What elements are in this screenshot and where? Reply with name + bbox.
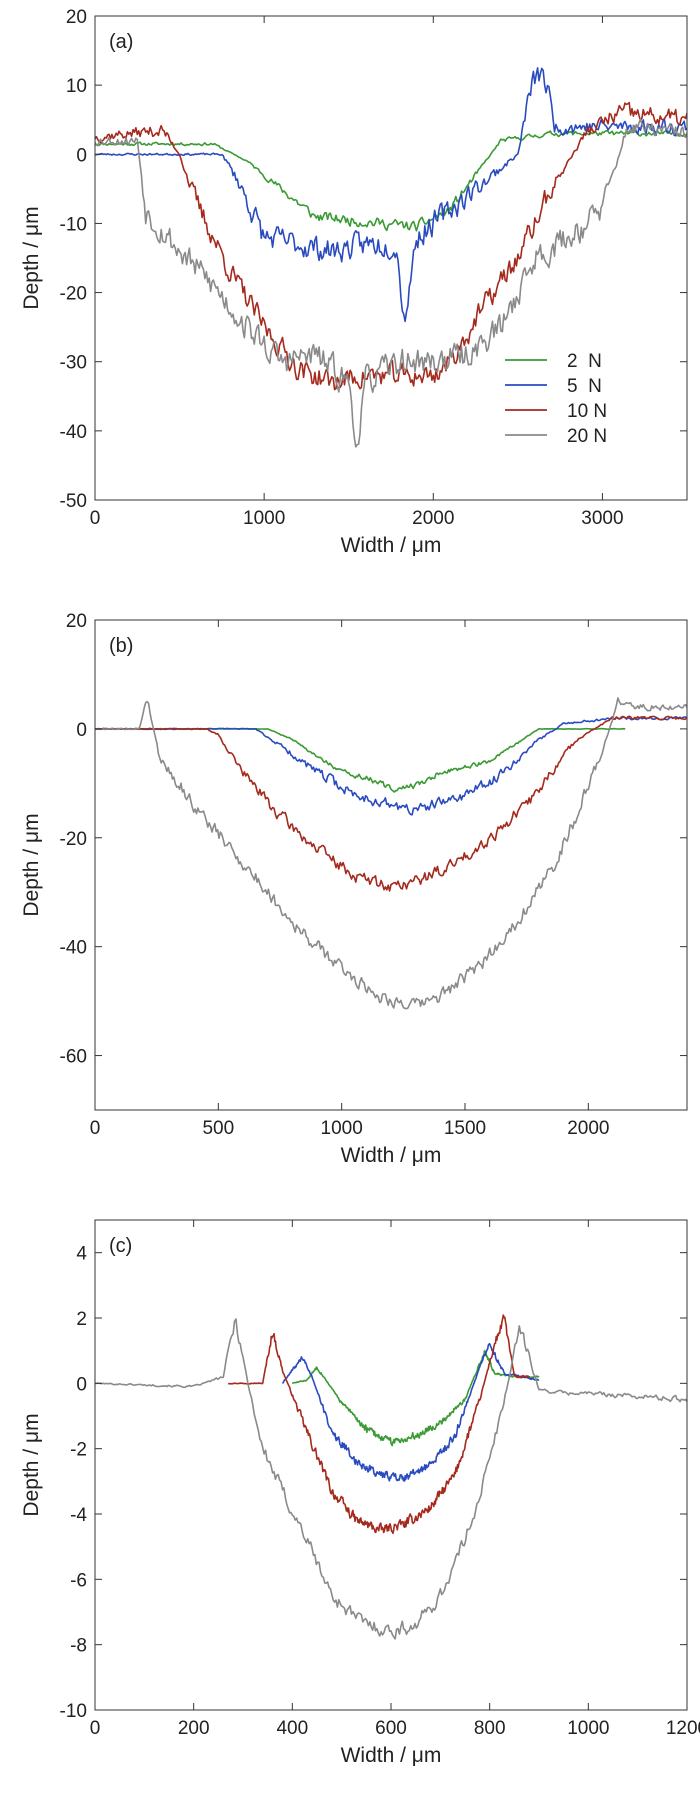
x-axis-label: Width / μm [341,1744,442,1767]
x-tick-label: 2000 [412,508,454,529]
x-tick-label: 200 [178,1718,210,1739]
y-tick-label: 10 [66,76,87,97]
x-tick-label: 1200 [666,1718,700,1739]
series-line-3 [227,1314,530,1535]
y-tick-label: -6 [70,1570,87,1591]
series-line-1 [95,129,687,232]
x-tick-label: 2000 [567,1118,609,1139]
y-tick-label: -60 [60,1047,87,1068]
y-axis-label: Depth / μm [20,206,43,309]
series-line-2 [95,67,687,323]
x-tick-label: 600 [375,1718,407,1739]
y-tick-label: -50 [60,491,87,512]
x-tick-label: 3000 [581,508,623,529]
y-tick-label: -10 [60,1701,87,1722]
x-tick-label: 500 [202,1118,234,1139]
series-line-2 [281,1342,540,1482]
series-line-2 [95,715,687,816]
y-tick-label: 20 [66,7,87,28]
x-tick-label: 400 [276,1718,308,1739]
panel-label: (a) [109,31,133,53]
y-tick-label: -20 [60,284,87,305]
legend-label: 10 N [567,401,607,422]
x-axis-label: Width / μm [341,1144,442,1167]
y-tick-label: 2 [76,1309,87,1330]
x-tick-label: 1000 [567,1718,609,1739]
chart-panel-3: 0 200 400 600 800 1000 1200 4 2 0 -2 -4 -6 -8 -10 (c) Wi… [20,1219,700,1767]
panel-label: (b) [109,635,133,657]
plot-frame [94,1219,688,1711]
x-tick-label: 0 [90,1118,101,1139]
y-tick-label: 0 [76,720,87,741]
x-axis-label: Width / μm [341,534,442,557]
x-tick-label: 0 [90,1718,101,1739]
x-tick-label: 1500 [444,1118,486,1139]
legend: 2 N 5 N 10 N 20 N [505,351,607,447]
y-tick-label: -2 [70,1440,87,1461]
x-tick-label: 1000 [321,1118,363,1139]
y-tick-label: -20 [60,829,87,850]
y-tick-label: -30 [60,353,87,374]
y-tick-label: 0 [76,1374,87,1395]
y-tick-label: -8 [70,1636,87,1657]
x-tick-label: 1000 [243,508,285,529]
panel-label: (c) [109,1235,132,1257]
chart-panel-1: 0 1000 2000 3000 20 10 0 -10 -20 -30 -40 -50 (a) Widt… [20,7,688,557]
y-tick-label: 20 [66,611,87,632]
y-tick-label: -40 [60,422,87,443]
series-line-3 [95,715,687,892]
series-line-4 [95,1318,687,1640]
y-tick-label: -10 [60,214,87,235]
y-tick-label: -4 [70,1505,87,1526]
series-line-4 [95,697,687,1010]
legend-label: 20 N [567,426,607,447]
legend-label: 5 N [567,376,602,397]
x-tick-label: 0 [90,508,101,529]
legend-label: 2 N [567,351,602,372]
x-tick-label: 800 [474,1718,506,1739]
plot-frame [94,619,688,1111]
y-tick-label: 0 [76,145,87,166]
series-line-4 [95,118,687,448]
series-line-1 [291,1350,540,1447]
chart-panel-2: 0 500 1000 1500 2000 20 0 -20 -40 -60 (b) Width / μ… [20,611,688,1167]
plot-frame [94,15,688,501]
y-axis-label: Depth / μm [20,1413,43,1516]
y-axis-label: Depth / μm [20,813,43,916]
y-tick-label: 4 [76,1244,87,1265]
y-tick-label: -40 [60,938,87,959]
